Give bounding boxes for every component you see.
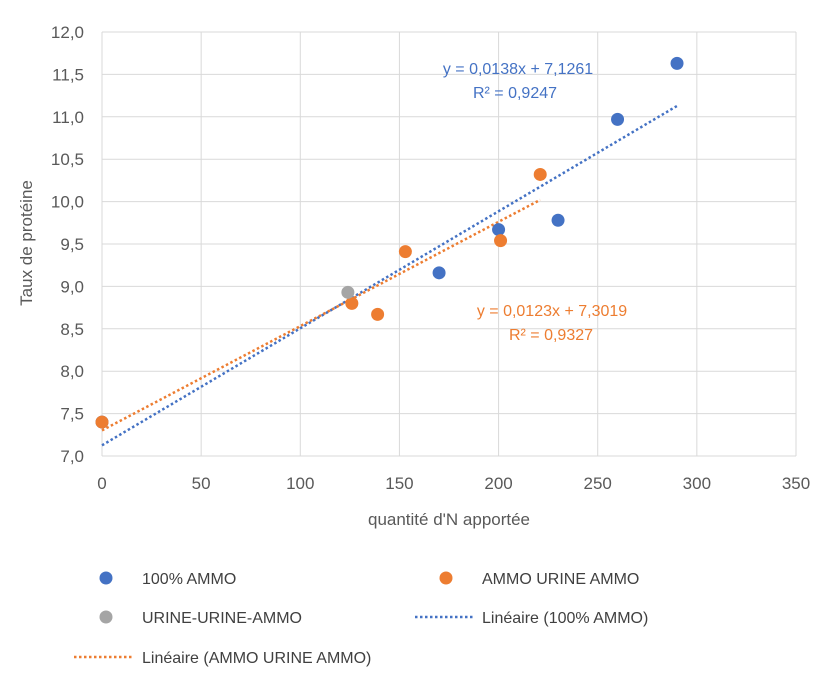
y-tick-label: 10,5 (51, 150, 84, 169)
trendline-lin-aire-100-ammo (101, 104, 678, 447)
legend-label-ammo-urine-ammo: AMMO URINE AMMO (482, 571, 639, 588)
point-100-ammo (611, 112, 625, 126)
point-100-ammo (551, 213, 565, 227)
x-tick-label: 0 (97, 474, 106, 493)
y-tick-label: 7,5 (60, 405, 84, 424)
point-urine-urine-ammo (341, 285, 355, 299)
x-tick-label: 250 (584, 474, 612, 493)
y-tick-labels: 7,0 7,5 8,0 8,5 9,0 9,5 10,0 10,5 11,0 11,5 12,0 (51, 23, 84, 466)
point-ammo-urine-ammo (494, 234, 508, 248)
x-tick-label: 50 (192, 474, 211, 493)
y-tick-label: 11,5 (52, 65, 84, 84)
y-tick-label: 8,5 (60, 320, 84, 339)
x-tick-label: 200 (484, 474, 512, 493)
y-tick-label: 9,5 (60, 235, 84, 254)
point-ammo-urine-ammo (398, 245, 412, 259)
point-100-ammo (670, 56, 684, 70)
x-axis-title: quantité d'N apportée (368, 510, 530, 529)
legend-marker-urine-urine-ammo (99, 610, 113, 624)
point-ammo-urine-ammo (371, 307, 385, 321)
x-tick-label: 150 (385, 474, 413, 493)
y-tick-label: 9,0 (60, 277, 84, 296)
trendline-r2-ammo-urine-ammo: R² = 0,9327 (509, 327, 593, 344)
legend-label-100-ammo: 100% AMMO (142, 571, 236, 588)
x-tick-labels: 0 50 100 150 200 250 300 350 (97, 474, 810, 493)
x-tick-label: 350 (782, 474, 810, 493)
legend-marker-ammo-urine-ammo (439, 571, 453, 585)
legend-label-urine-urine-ammo: URINE-URINE-AMMO (142, 610, 302, 627)
point-ammo-urine-ammo (533, 167, 547, 181)
x-tick-label: 300 (683, 474, 711, 493)
trendlines (101, 104, 678, 447)
grid (101, 31, 797, 457)
point-100-ammo (492, 223, 506, 237)
trendline-lin-aire-ammo-urine-ammo (101, 198, 541, 432)
x-tick-label: 100 (286, 474, 314, 493)
legend-label-linear-ammo-urine-ammo: Linéaire (AMMO URINE AMMO) (142, 650, 371, 667)
y-tick-label: 11,0 (52, 108, 84, 127)
y-tick-label: 7,0 (60, 447, 84, 466)
legend-marker-100-ammo (99, 571, 113, 585)
trendline-equation-100-ammo: y = 0,0138x + 7,1261 (443, 61, 593, 78)
trendline-r2-100-ammo: R² = 0,9247 (473, 85, 557, 102)
point-ammo-urine-ammo (95, 415, 109, 429)
y-tick-label: 10,0 (51, 193, 84, 212)
legend-label-linear-100-ammo: Linéaire (100% AMMO) (482, 610, 648, 627)
data-points (95, 56, 684, 429)
y-tick-label: 12,0 (51, 23, 84, 42)
point-ammo-urine-ammo (345, 296, 359, 310)
y-axis-title: Taux de protéine (17, 180, 36, 306)
legend: 100% AMMO AMMO URINE AMMO URINE-URINE-AM… (74, 571, 648, 667)
y-tick-label: 8,0 (60, 362, 84, 381)
point-100-ammo (432, 266, 446, 280)
trendline-equation-ammo-urine-ammo: y = 0,0123x + 7,3019 (477, 303, 627, 320)
